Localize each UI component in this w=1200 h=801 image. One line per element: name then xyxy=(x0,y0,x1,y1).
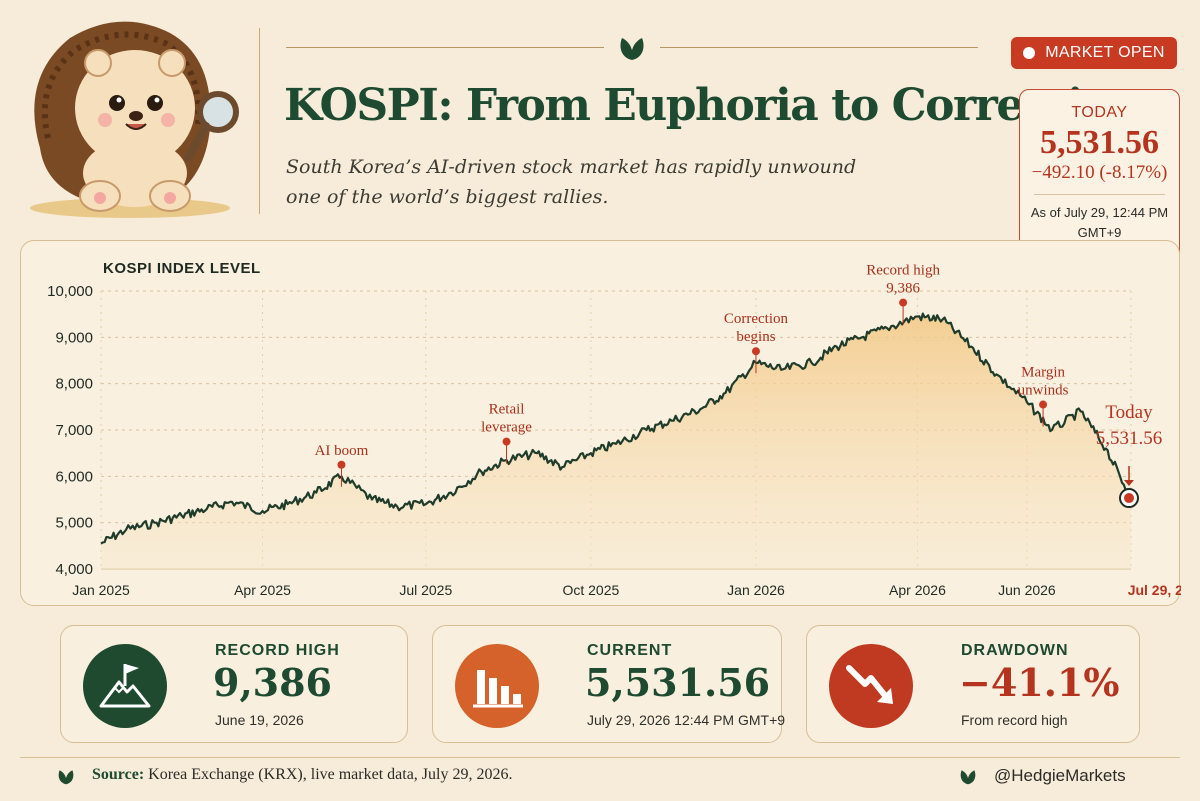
title-ornament xyxy=(280,32,1000,62)
chart-panel: KOSPI INDEX LEVEL 4,000 5,000 6,000 7,000 8,… xyxy=(20,240,1181,606)
annotation-label: unwinds xyxy=(1018,383,1069,399)
leaf-icon xyxy=(620,38,644,60)
today-annotation-label: 5,531.56 xyxy=(1096,428,1163,449)
icon-circle xyxy=(829,644,913,728)
subtitle-line-1: South Korea’s AI-driven stock market has… xyxy=(286,156,857,178)
stat-subtext: July 29, 2026 12:44 PM GMT+9 xyxy=(587,712,786,728)
stat-value: −41.1% xyxy=(959,660,1120,705)
today-as-of: As of July 29, 12:44 PM GMT+9 xyxy=(1020,203,1179,243)
chart-annotations: AI boom Retail leverage Correction begins Rec… xyxy=(315,263,1163,509)
source-text: Korea Exchange (KRX), live market data, … xyxy=(144,766,513,783)
today-annotation-label: Today xyxy=(1105,402,1153,423)
stat-subtext: From record high xyxy=(961,712,1068,728)
x-tick-label: Jun 2026 xyxy=(998,582,1056,598)
today-value: 5,531.56 xyxy=(1040,124,1159,161)
current-card: CURRENT 5,531.56 July 29, 2026 12:44 PM … xyxy=(432,625,786,743)
icon-circle xyxy=(455,644,539,728)
drawdown-card: DRAWDOWN −41.1% From record high xyxy=(806,625,1140,743)
annotation-label: 9,386 xyxy=(886,281,920,297)
page-subtitle: South Korea’s AI-driven stock market has… xyxy=(286,152,906,212)
record-high-card: RECORD HIGH 9,386 June 19, 2026 xyxy=(60,625,408,743)
as-of-line-1: As of July 29, 12:44 PM xyxy=(1030,205,1169,220)
stat-label: CURRENT xyxy=(587,642,673,659)
stat-label: RECORD HIGH xyxy=(215,642,340,659)
x-tick-label: Jan 2025 xyxy=(72,582,130,598)
y-tick-label: 6,000 xyxy=(55,468,93,485)
footer-divider xyxy=(20,757,1180,758)
chart-area xyxy=(100,312,1131,569)
today-card: TODAY 5,531.56 −492.10 (-8.17%) As of Ju… xyxy=(1019,89,1180,261)
source-note: Source: Korea Exchange (KRX), live marke… xyxy=(92,766,512,784)
stat-value: 5,531.56 xyxy=(585,660,771,705)
y-tick-label: 7,000 xyxy=(55,422,93,439)
annotation-label: Retail xyxy=(489,402,525,418)
y-tick-label: 4,000 xyxy=(55,561,93,578)
x-tick-label: Apr 2026 xyxy=(889,582,946,598)
icon-circle xyxy=(83,644,167,728)
stat-label: DRAWDOWN xyxy=(961,642,1069,659)
kospi-area-chart: KOSPI INDEX LEVEL 4,000 5,000 6,000 7,000 8,… xyxy=(47,260,1181,598)
x-tick-label: Jul 2025 xyxy=(399,582,452,598)
today-label: TODAY xyxy=(1071,104,1128,121)
subtitle-line-2: one of the world’s biggest rallies. xyxy=(286,186,609,208)
annotation-label: Margin xyxy=(1021,365,1065,381)
trend-down-arrow-icon xyxy=(846,665,893,704)
annotation-marker xyxy=(1039,400,1048,409)
y-tick-label: 8,000 xyxy=(55,376,93,393)
today-divider xyxy=(1034,194,1165,195)
today-change: −492.10 (-8.17%) xyxy=(1031,162,1168,183)
y-tick-label: 9,000 xyxy=(55,329,93,346)
annotation-marker xyxy=(899,298,908,307)
market-status-badge: MARKET OPEN xyxy=(1011,37,1177,69)
leaf-icon xyxy=(960,770,976,785)
social-handle[interactable]: @HedgieMarkets xyxy=(994,766,1126,785)
chart-ticks: 4,000 5,000 6,000 7,000 8,000 9,000 10,000 Jan … xyxy=(47,283,1181,598)
header-divider xyxy=(259,28,260,214)
x-tick-label: Jan 2026 xyxy=(727,582,785,598)
leaf-icon xyxy=(58,770,74,785)
stat-subtext: June 19, 2026 xyxy=(215,712,304,728)
y-tick-label: 5,000 xyxy=(55,515,93,532)
annotation-label: leverage xyxy=(481,420,532,436)
annotation-label: begins xyxy=(736,329,775,345)
bar-chart-icon xyxy=(473,670,523,708)
x-tick-label: Apr 2025 xyxy=(234,582,291,598)
stat-value: 9,386 xyxy=(213,660,332,705)
series-line xyxy=(100,312,1131,545)
series-area xyxy=(101,313,1131,569)
hedgehog-mascot-icon xyxy=(30,21,239,218)
annotation-marker xyxy=(751,347,760,356)
page-title: KOSPI: From Euphoria to Correction xyxy=(284,80,1142,131)
annotation-label: Record high xyxy=(866,263,940,279)
status-dot-icon xyxy=(1023,47,1036,59)
x-tick-label: Oct 2025 xyxy=(562,582,619,598)
y-axis-title: KOSPI INDEX LEVEL xyxy=(103,260,261,277)
market-status-label: MARKET OPEN xyxy=(1045,44,1165,61)
annotation-marker xyxy=(337,460,346,469)
annotation-marker xyxy=(502,437,511,446)
today-marker-dot xyxy=(1124,493,1134,504)
as-of-line-2: GMT+9 xyxy=(1077,225,1122,240)
annotation-label: Correction xyxy=(724,311,789,327)
y-tick-label: 10,000 xyxy=(47,283,93,300)
source-label: Source: xyxy=(92,766,145,783)
today-arrow-head xyxy=(1124,480,1134,487)
annotation-label: AI boom xyxy=(315,443,369,459)
mountain-flag-icon xyxy=(99,664,151,708)
x-tick-label: Jul 29, 2026 xyxy=(1128,582,1181,598)
